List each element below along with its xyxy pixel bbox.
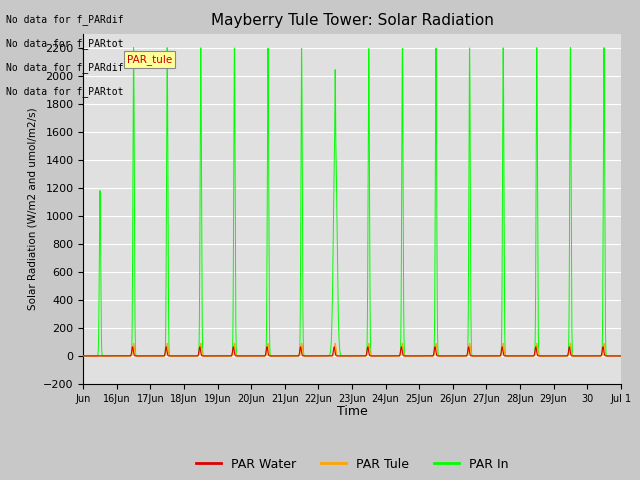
Legend: PAR Water, PAR Tule, PAR In: PAR Water, PAR Tule, PAR In — [191, 453, 513, 476]
Text: No data for f_PARtot: No data for f_PARtot — [6, 38, 124, 49]
Text: No data for f_PARdif: No data for f_PARdif — [6, 62, 124, 73]
Text: PAR_tule: PAR_tule — [127, 54, 172, 64]
Title: Mayberry Tule Tower: Solar Radiation: Mayberry Tule Tower: Solar Radiation — [211, 13, 493, 28]
Y-axis label: Solar Radiation (W/m2 and umol/m2/s): Solar Radiation (W/m2 and umol/m2/s) — [28, 108, 37, 310]
Text: No data for f_PARdif: No data for f_PARdif — [6, 14, 124, 25]
Text: No data for f_PARtot: No data for f_PARtot — [6, 86, 124, 97]
X-axis label: Time: Time — [337, 405, 367, 418]
